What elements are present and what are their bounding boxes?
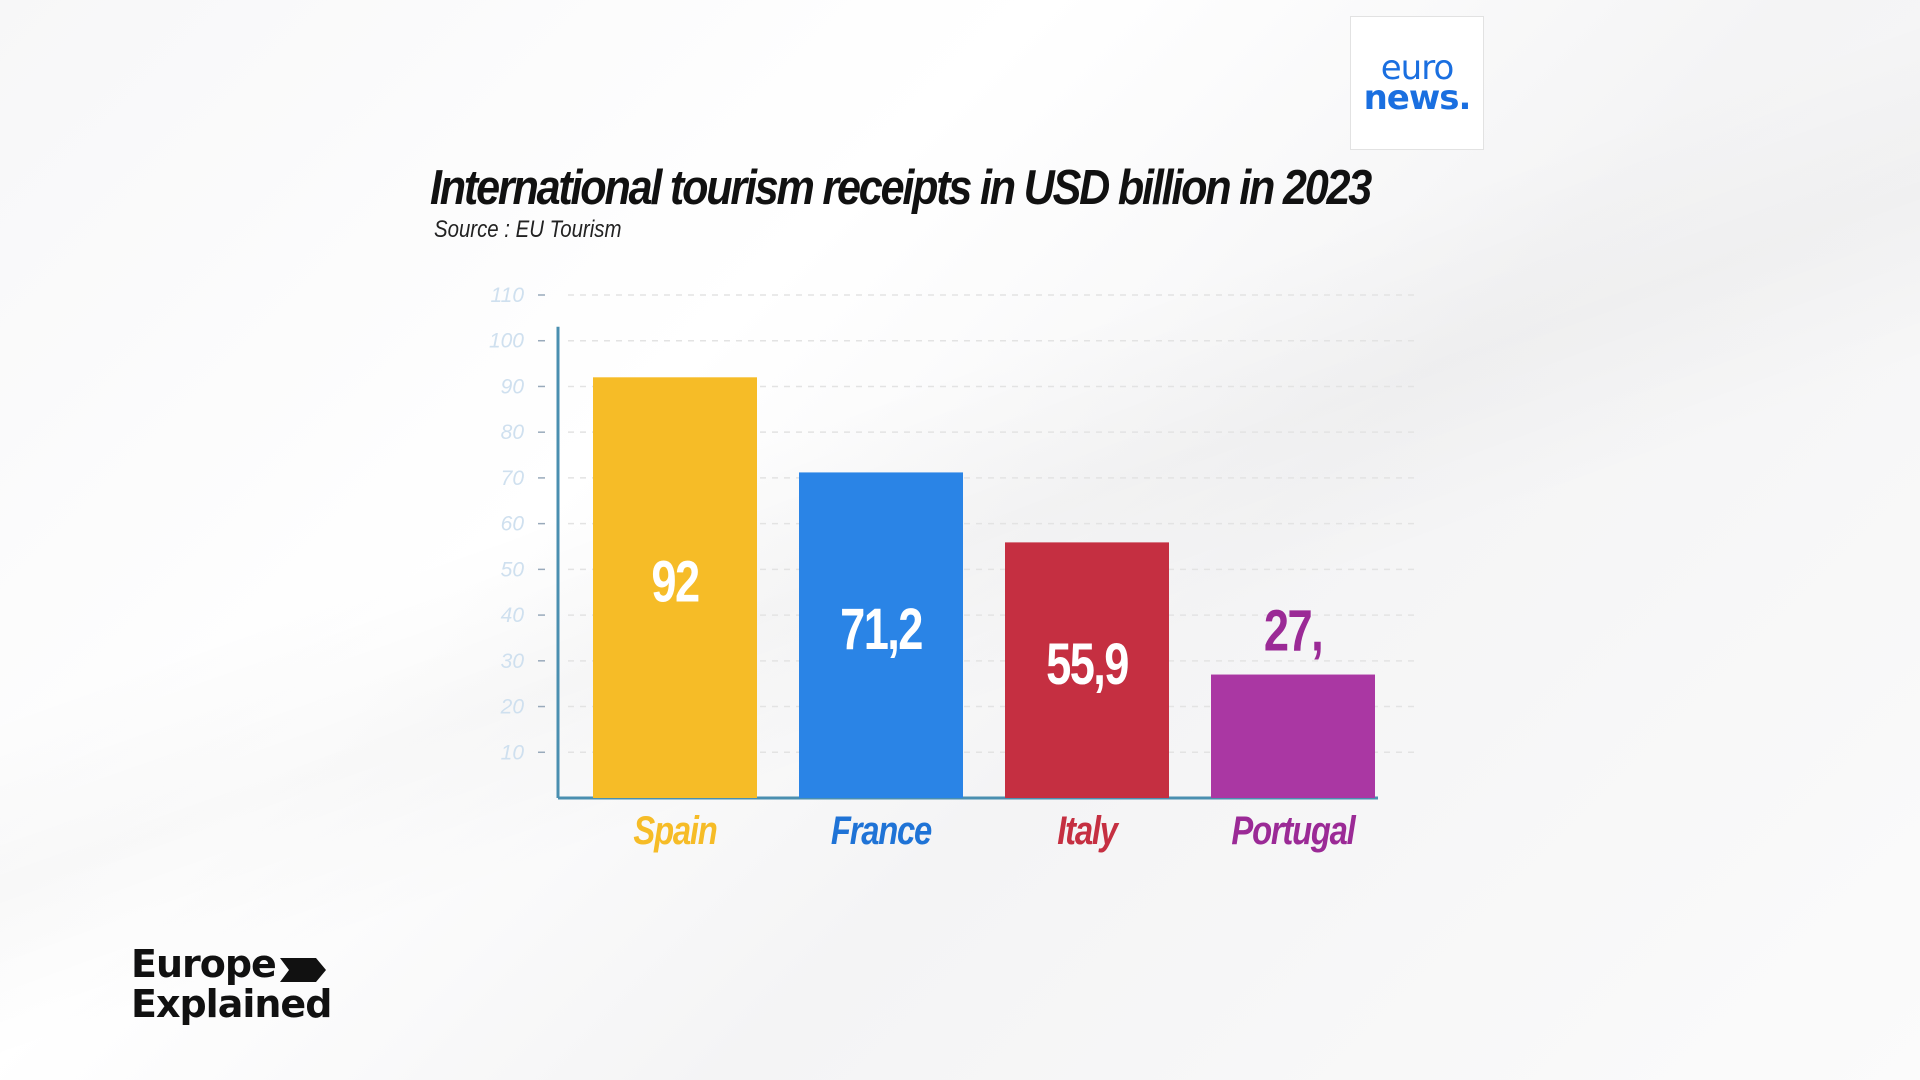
- data-label-spain: 92: [651, 550, 698, 615]
- chart-title: International tourism receipts in USD bi…: [430, 161, 1372, 215]
- y-tick-label: 10: [501, 741, 525, 764]
- y-tick-label: 30: [501, 650, 525, 673]
- data-label-italy: 55,9: [1046, 633, 1128, 698]
- x-tick-label-france: France: [831, 808, 932, 853]
- bar-france: [799, 472, 963, 798]
- chevron-arrow-icon: [280, 958, 326, 982]
- brand-line2: Explained: [131, 982, 332, 1026]
- x-tick-label-spain: Spain: [633, 808, 716, 853]
- y-tick-label: 100: [489, 330, 524, 353]
- y-tick-label: 60: [501, 513, 525, 536]
- euronews-logo: euro news.: [1350, 16, 1484, 150]
- logo-text-line1: euro: [1380, 48, 1454, 88]
- brand-line1: Europe: [131, 942, 277, 986]
- bar-portugal: [1211, 674, 1375, 798]
- europe-explained-logo: Europe Explained: [131, 942, 332, 1026]
- bar-italy: [1005, 542, 1169, 798]
- x-tick-label-italy: Italy: [1057, 808, 1119, 853]
- bar-spain: [593, 377, 757, 798]
- chart-subtitle: Source : EU Tourism: [434, 216, 622, 243]
- y-tick-label: 90: [501, 375, 525, 398]
- y-tick-label: 40: [501, 604, 525, 627]
- data-label-portugal: 27,: [1264, 599, 1322, 664]
- y-tick-label: 70: [501, 467, 525, 490]
- logo-text-line2: news.: [1363, 78, 1472, 118]
- y-tick-label: 20: [500, 696, 525, 719]
- data-label-france: 71,2: [840, 598, 922, 663]
- y-tick-label: 110: [491, 284, 525, 307]
- x-tick-label-portugal: Portugal: [1231, 808, 1356, 853]
- y-tick-label: 80: [501, 421, 525, 444]
- y-tick-label: 50: [501, 558, 525, 581]
